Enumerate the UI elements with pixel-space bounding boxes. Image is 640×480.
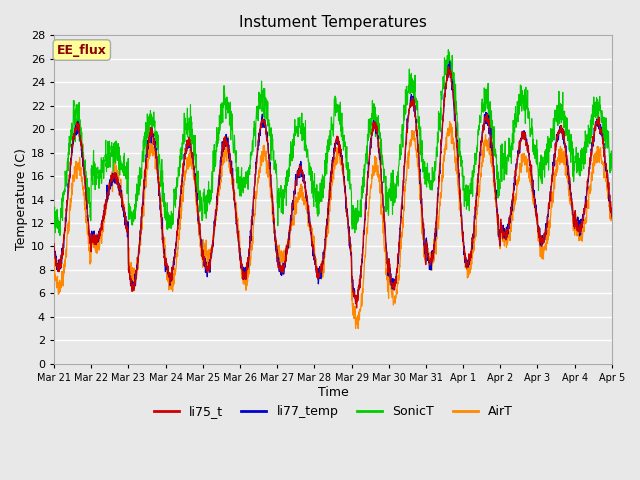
li77_temp: [608, 205, 616, 211]
X-axis label: Time: Time: [317, 385, 348, 398]
SonicT: [559, 117, 567, 123]
li77_temp: [575, 226, 582, 231]
li77_temp: [362, 200, 369, 206]
AirT: [205, 253, 213, 259]
AirT: [446, 119, 454, 125]
Title: Instument Temperatures: Instument Temperatures: [239, 15, 427, 30]
SonicT: [50, 210, 58, 216]
Line: AirT: AirT: [54, 122, 612, 328]
li75_t: [349, 289, 357, 295]
li75_t: [495, 232, 503, 238]
Line: li75_t: li75_t: [54, 67, 612, 308]
li75_t: [205, 268, 213, 274]
SonicT: [608, 168, 616, 173]
Line: SonicT: SonicT: [54, 50, 612, 236]
SonicT: [56, 233, 64, 239]
AirT: [349, 312, 357, 318]
SonicT: [495, 180, 503, 186]
Legend: li75_t, li77_temp, SonicT, AirT: li75_t, li77_temp, SonicT, AirT: [148, 400, 517, 423]
SonicT: [362, 159, 369, 165]
AirT: [50, 254, 58, 260]
li75_t: [608, 215, 616, 221]
AirT: [575, 232, 582, 238]
SonicT: [575, 165, 582, 170]
AirT: [608, 217, 616, 223]
li75_t: [445, 64, 452, 70]
li77_temp: [446, 59, 454, 64]
Y-axis label: Temperature (C): Temperature (C): [15, 149, 28, 251]
li75_t: [353, 305, 360, 311]
AirT: [495, 234, 503, 240]
AirT: [362, 254, 369, 260]
li75_t: [362, 209, 369, 215]
li77_temp: [50, 248, 58, 254]
AirT: [559, 155, 567, 160]
li77_temp: [559, 137, 567, 143]
li77_temp: [205, 258, 213, 264]
Line: li77_temp: li77_temp: [54, 61, 612, 304]
AirT: [352, 325, 360, 331]
li77_temp: [352, 301, 360, 307]
li77_temp: [349, 279, 357, 285]
li77_temp: [495, 238, 503, 244]
li75_t: [50, 240, 58, 246]
li75_t: [575, 225, 582, 230]
SonicT: [206, 198, 214, 204]
SonicT: [445, 47, 452, 53]
Text: EE_flux: EE_flux: [57, 44, 107, 57]
li75_t: [559, 127, 567, 132]
SonicT: [349, 226, 357, 231]
